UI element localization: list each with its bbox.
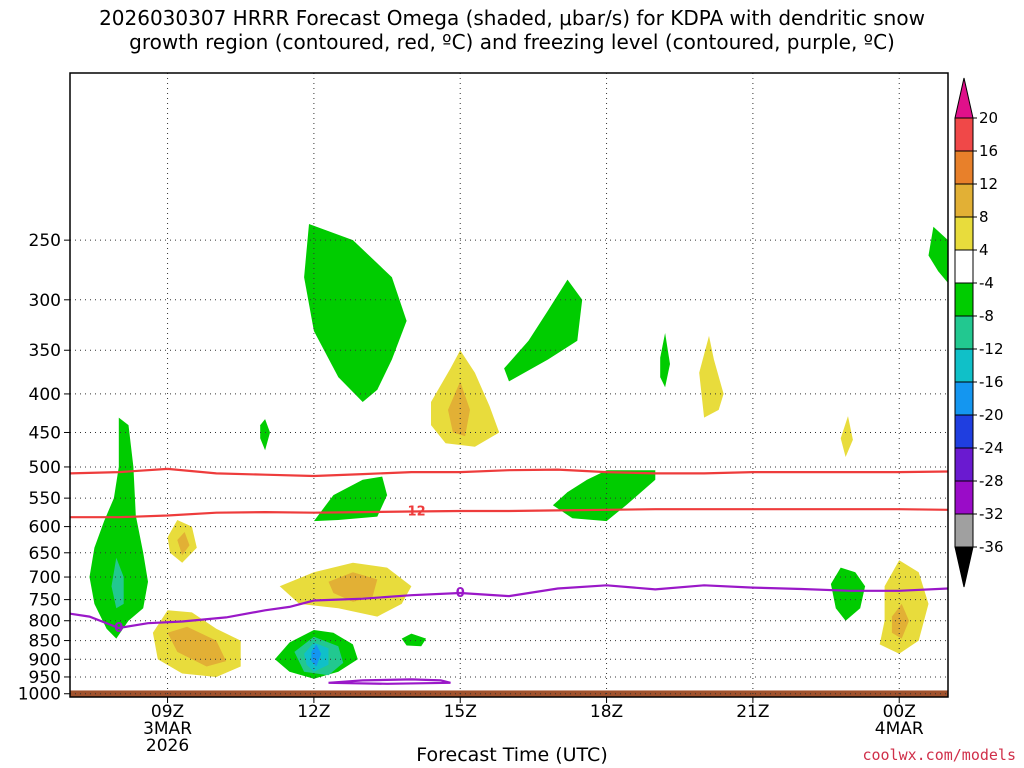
omega-region-4 <box>89 417 148 639</box>
colorbar-swatch <box>954 315 974 350</box>
colorbar-swatch <box>954 414 974 449</box>
colorbar-label: -20 <box>979 406 1004 424</box>
contour-label-zero-2: 0 <box>456 586 465 601</box>
chart-title-line-1: 2026030307 HRRR Forecast Omega (shaded, … <box>99 6 925 30</box>
y-tick-label: 300 <box>29 291 61 311</box>
y-tick-label: 650 <box>29 544 61 564</box>
colorbar-swatch <box>954 216 974 251</box>
contour-label-minus12: -12 <box>402 505 426 520</box>
colorbar-label: -8 <box>979 307 994 325</box>
y-tick-label: 600 <box>29 518 61 538</box>
x-tick-label: 15Z <box>444 702 477 722</box>
omega-region-0 <box>304 224 407 402</box>
colorbar: 20 16 12 8 4 -4 -8 -12 -16 -20 -24 -28 -32 -36 <box>954 77 1004 588</box>
y-tick-label: 850 <box>29 632 61 652</box>
y-tick-label: 800 <box>29 612 61 632</box>
omega-region-15 <box>311 644 322 667</box>
colorbar-swatch <box>954 447 974 482</box>
omega-region-24 <box>177 532 190 556</box>
chart-title-line-2: growth region (contoured, red, ºC) and f… <box>129 30 895 54</box>
colorbar-swatch <box>954 480 974 515</box>
y-tick-label: 750 <box>29 591 61 611</box>
omega-region-26 <box>167 626 227 667</box>
omega-region-3 <box>260 419 270 451</box>
x-tick-label: 3MAR <box>143 719 192 739</box>
colorbar-swatch <box>954 183 974 218</box>
credit-text: coolwx.com/models <box>862 746 1016 764</box>
y-tick-label: 950 <box>29 668 61 688</box>
x-tick-label: 2026 <box>146 736 189 756</box>
x-tick-label: 00Z <box>883 702 916 722</box>
chart-title: 2026030307 HRRR Forecast Omega (shaded, … <box>0 6 1024 54</box>
y-tick-label: 400 <box>29 385 61 405</box>
colorbar-top-arrow <box>954 77 974 119</box>
y-tick-label: 900 <box>29 650 61 670</box>
colorbar-label: 12 <box>979 175 998 193</box>
colorbar-label: 16 <box>979 142 998 160</box>
colorbar-swatch <box>954 117 974 152</box>
contour-freezing-level-0 <box>70 584 948 630</box>
omega-region-12 <box>111 557 124 609</box>
y-tick-label: 700 <box>29 568 61 588</box>
omega-region-21 <box>840 416 853 457</box>
omega-region-8 <box>401 633 427 647</box>
omega-region-5 <box>313 476 388 522</box>
colorbar-label: -12 <box>979 340 1004 358</box>
x-tick-label: 21Z <box>736 702 769 722</box>
colorbar-label: 4 <box>979 241 989 259</box>
x-axis-label: Forecast Time (UTC) <box>416 744 608 766</box>
colorbar-label: -4 <box>979 274 994 292</box>
colorbar-swatch <box>954 381 974 416</box>
x-tick-label: 12Z <box>297 702 330 722</box>
colorbar-swatch <box>954 249 974 284</box>
y-tick-label: 1000 <box>18 685 61 705</box>
colorbar-label: 8 <box>979 208 989 226</box>
omega-region-22 <box>879 560 929 654</box>
colorbar-swatch <box>954 513 974 548</box>
ground-strip <box>70 690 948 697</box>
colorbar-bottom-arrow <box>954 546 974 588</box>
colorbar-label: 20 <box>979 109 998 127</box>
contour-label-zero-1: 0 <box>114 621 123 636</box>
omega-region-10 <box>928 226 948 283</box>
contour-surface-freezing-loop <box>328 678 451 685</box>
colorbar-label: -24 <box>979 439 1004 457</box>
plot-area: -12 0 0 <box>70 73 948 697</box>
colorbar-label: -28 <box>979 472 1004 490</box>
y-tick-label: 350 <box>29 341 61 361</box>
omega-region-27 <box>891 603 909 639</box>
colorbar-label: -36 <box>979 538 1004 556</box>
omega-region-6 <box>552 470 656 522</box>
y-tick-label: 550 <box>29 489 61 509</box>
colorbar-label: -16 <box>979 373 1004 391</box>
colorbar-swatch <box>954 282 974 317</box>
x-tick-label: 4MAR <box>875 719 924 739</box>
plot-frame <box>69 72 949 698</box>
colorbar-label: -32 <box>979 505 1004 523</box>
y-tick-label: 250 <box>29 231 61 251</box>
omega-region-23 <box>448 381 470 437</box>
y-tick-label: 450 <box>29 423 61 443</box>
colorbar-swatch <box>954 348 974 383</box>
contour-dendritic-upper-minus12 <box>70 467 948 478</box>
omega-region-25 <box>328 572 378 602</box>
omega-region-2 <box>660 333 670 388</box>
colorbar-swatch <box>954 150 974 185</box>
omega-region-20 <box>699 335 724 418</box>
x-tick-label: 18Z <box>590 702 623 722</box>
omega-region-1 <box>504 279 583 382</box>
x-tick-label: 09Z <box>151 702 184 722</box>
y-tick-label: 500 <box>29 458 61 478</box>
contour-dendritic-lower-minus12 <box>70 508 948 519</box>
